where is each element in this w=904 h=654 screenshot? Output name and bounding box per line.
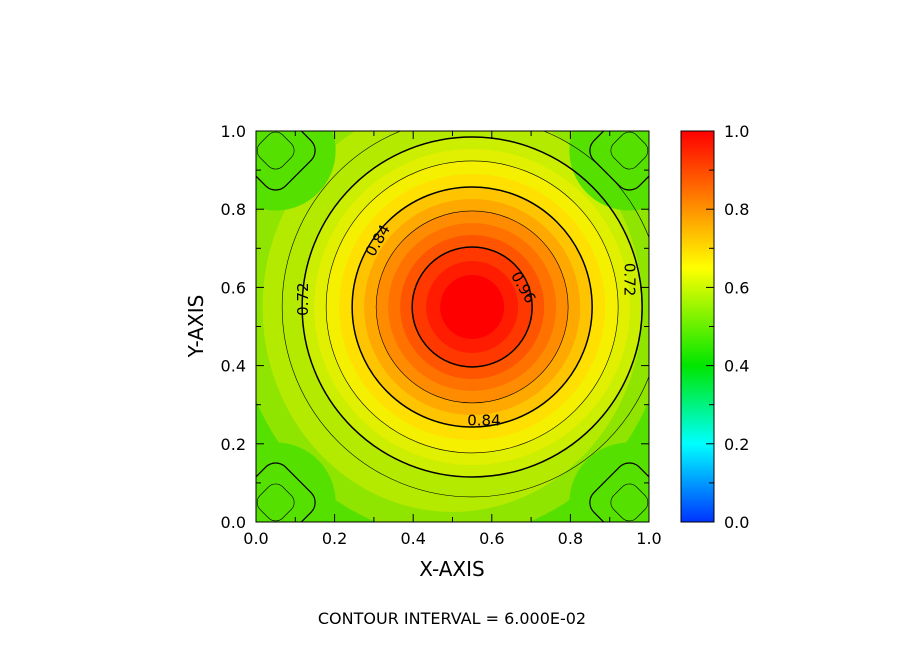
contour-line: [411, 246, 533, 368]
y-tick-label: 1.0: [221, 122, 246, 141]
y-tick-label: 0.6: [221, 278, 246, 297]
contour-line: [256, 131, 295, 170]
y-tick-label: 0.2: [221, 435, 246, 454]
contour-band: [440, 274, 505, 339]
corner-lobe: [569, 442, 649, 522]
contour-line: [589, 462, 649, 522]
corner-lobe: [569, 131, 649, 211]
contour-labels: 0.720.840.96 0.720.84: [294, 222, 638, 430]
contour-line: [256, 462, 316, 522]
colorbar-ticks: 0.0 0.2 0.4 0.6 0.8 1.0: [706, 122, 749, 532]
contour-line: [281, 131, 649, 498]
colorbar: 0.0 0.2 0.4 0.6 0.8 1.0: [680, 122, 749, 532]
corner-lobe: [256, 131, 336, 211]
contour-line: [610, 131, 649, 170]
contour-line: [351, 186, 593, 428]
contour-line: [610, 483, 649, 522]
x-tick-label: 0.8: [558, 529, 583, 548]
colorbar-tick-label: 0.2: [724, 435, 749, 454]
x-tick-label: 0.0: [243, 529, 268, 548]
x-tick-label: 1.0: [636, 529, 661, 548]
y-axis-label: Y-AXIS: [184, 295, 208, 359]
x-tick-label: 0.4: [400, 529, 425, 548]
plot-area: 0.720.840.96 0.720.84 0.0 0.2 0.4 0.6 0.8 1.0 …: [221, 122, 662, 548]
x-axis-ticks: 0.0 0.2 0.4 0.6 0.8 1.0: [243, 131, 662, 548]
contour-interval-caption: CONTOUR INTERVAL = 6.000E-02: [318, 609, 586, 628]
x-tick-label: 0.6: [479, 529, 504, 548]
contour-line: [256, 483, 295, 522]
colorbar-tick-label: 0.6: [724, 278, 749, 297]
y-tick-label: 0.0: [221, 513, 246, 532]
colorbar-tick-label: 1.0: [724, 122, 749, 141]
colorbar-gradient: [680, 130, 715, 523]
corner-lobe: [256, 442, 336, 522]
colorbar-tick-label: 0.0: [724, 513, 749, 532]
contour-label: 0.72: [620, 263, 638, 296]
x-tick-label: 0.2: [322, 529, 347, 548]
contour-fills: [256, 131, 649, 522]
contour-line: [256, 131, 316, 191]
y-axis-ticks: 0.0 0.2 0.4 0.6 0.8 1.0: [221, 122, 649, 532]
y-tick-label: 0.8: [221, 200, 246, 219]
y-tick-label: 0.4: [221, 357, 246, 376]
contour-label: 0.84: [467, 411, 500, 429]
x-axis-label: X-AXIS: [419, 557, 484, 581]
colorbar-tick-label: 0.4: [724, 357, 749, 376]
colorbar-tick-label: 0.8: [724, 200, 749, 219]
contour-lines: [256, 131, 649, 522]
contour-line: [325, 160, 619, 454]
contour-label: 0.72: [294, 282, 312, 315]
contour-line: [301, 136, 643, 478]
contour-line: [375, 210, 569, 404]
